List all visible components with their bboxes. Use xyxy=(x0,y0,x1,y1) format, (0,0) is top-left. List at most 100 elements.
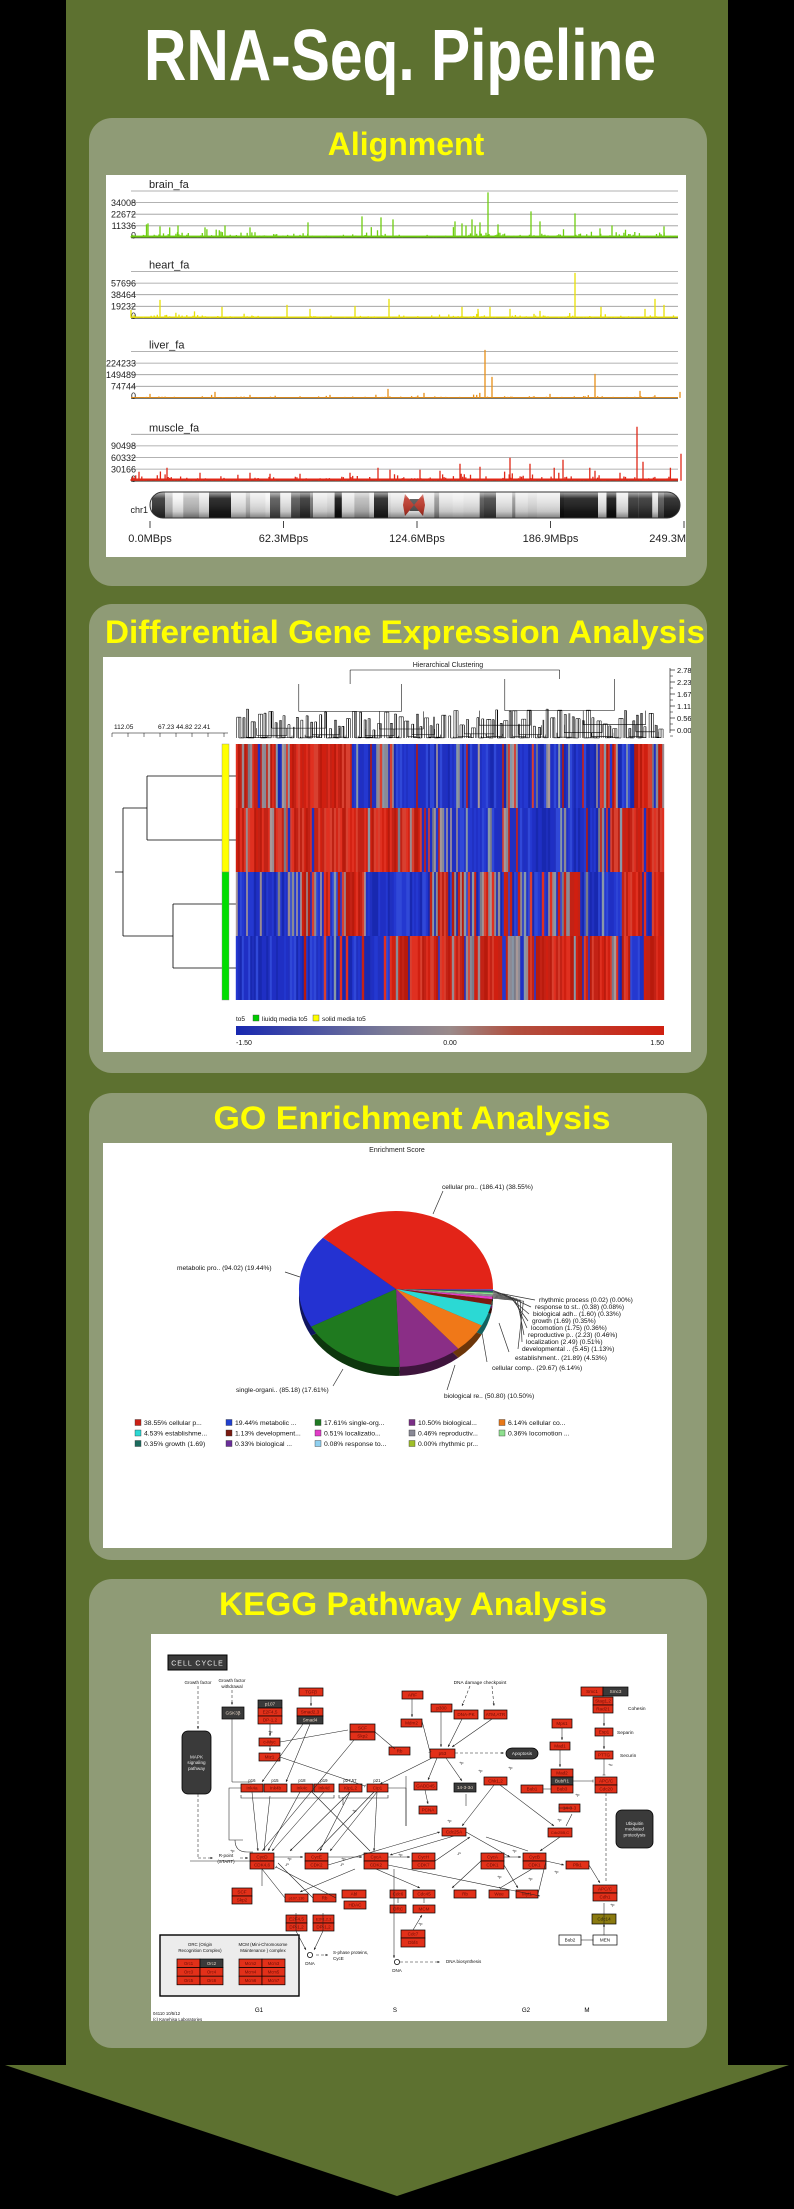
svg-text:Mcm2: Mcm2 xyxy=(245,1961,257,1966)
svg-text:Ink4c: Ink4c xyxy=(297,1786,309,1791)
svg-text:+p: +p xyxy=(398,1852,402,1857)
svg-text:14-3-3σ: 14-3-3σ xyxy=(457,1785,473,1790)
svg-text:developmental .. (5.45) (1.13: developmental .. (5.45) (1.13%) xyxy=(522,1346,614,1353)
svg-text:34008: 34008 xyxy=(111,198,136,208)
svg-text:Cdc6: Cdc6 xyxy=(393,1892,404,1897)
svg-text:growth (1.69) (0.35%): growth (1.69) (0.35%) xyxy=(532,1318,596,1325)
svg-text:MEN: MEN xyxy=(600,1938,610,1943)
svg-text:Growth factor: Growth factor xyxy=(218,1678,246,1683)
svg-text:+p: +p xyxy=(341,1856,345,1861)
svg-text:DP-1,2: DP-1,2 xyxy=(316,1925,331,1930)
svg-text:6.14% cellular co...: 6.14% cellular co... xyxy=(508,1420,566,1427)
svg-text:CycA: CycA xyxy=(487,1855,499,1860)
svg-text:E2F1,2,3: E2F1,2,3 xyxy=(316,1918,331,1922)
svg-text:Mcm6: Mcm6 xyxy=(245,1978,257,1983)
svg-text:10.50% biological...: 10.50% biological... xyxy=(418,1420,477,1427)
svg-text:Hierarchical Clustering: Hierarchical Clustering xyxy=(413,662,484,669)
svg-text:RNA-Seq. Pipeline: RNA-Seq. Pipeline xyxy=(144,16,656,96)
svg-text:Orc1: Orc1 xyxy=(184,1961,194,1966)
svg-text:186.9MBps: 186.9MBps xyxy=(523,533,579,545)
svg-text:Rb: Rb xyxy=(397,1749,403,1754)
svg-text:Skp2: Skp2 xyxy=(237,1898,248,1903)
svg-text:Orc5: Orc5 xyxy=(184,1978,194,1983)
svg-text:liver_fa: liver_fa xyxy=(149,340,185,352)
svg-text:60332: 60332 xyxy=(111,453,136,463)
svg-text:0.46% reproductiv...: 0.46% reproductiv... xyxy=(418,1431,478,1438)
svg-text:Separin: Separin xyxy=(617,1730,634,1736)
svg-text:p19: p19 xyxy=(320,1778,328,1783)
svg-text:62.3MBps: 62.3MBps xyxy=(259,533,309,545)
svg-text:Wee: Wee xyxy=(494,1892,504,1897)
svg-text:DNA: DNA xyxy=(305,1961,315,1966)
svg-text:0.08% response to...: 0.08% response to... xyxy=(324,1441,386,1448)
svg-text:Ink4a: Ink4a xyxy=(246,1786,258,1791)
svg-text:CycA: CycA xyxy=(371,1855,383,1860)
svg-text:2.78: 2.78 xyxy=(677,666,692,675)
svg-text:Ink4b: Ink4b xyxy=(270,1786,282,1791)
svg-text:CycE: CycE xyxy=(333,1956,344,1961)
svg-text:Cohesin: Cohesin xyxy=(628,1706,646,1712)
svg-text:Myt1: Myt1 xyxy=(522,1892,532,1897)
svg-text:74744: 74744 xyxy=(111,382,136,392)
svg-text:0.51% localizatio...: 0.51% localizatio... xyxy=(324,1431,381,1438)
svg-text:Miz1: Miz1 xyxy=(265,1755,275,1760)
svg-text:establishment.. (21.89) (4.53: establishment.. (21.89) (4.53%) xyxy=(515,1355,607,1362)
svg-text:to5: to5 xyxy=(236,1016,245,1023)
svg-text:ORC (Origin: ORC (Origin xyxy=(188,1942,213,1947)
svg-text:Ink4d: Ink4d xyxy=(318,1786,330,1791)
svg-text:249.3M: 249.3M xyxy=(649,533,686,545)
svg-text:Mps1: Mps1 xyxy=(556,1721,568,1726)
svg-text:Skp2: Skp2 xyxy=(357,1734,368,1739)
svg-text:ORC: ORC xyxy=(393,1907,404,1912)
svg-text:SCF: SCF xyxy=(237,1890,246,1895)
svg-text:Cip1: Cip1 xyxy=(373,1786,383,1791)
svg-text:cellular pro.. (186.41) (38.5: cellular pro.. (186.41) (38.55%) xyxy=(442,1184,533,1191)
svg-text:mediated: mediated xyxy=(625,1827,644,1832)
svg-text:Mcm7: Mcm7 xyxy=(268,1978,280,1983)
svg-text:CDK2: CDK2 xyxy=(370,1863,383,1868)
svg-text:Smad4: Smad4 xyxy=(303,1718,318,1723)
svg-text:+p: +p xyxy=(268,1729,272,1734)
svg-text:1.67: 1.67 xyxy=(677,690,692,699)
svg-text:KEGG Pathway Analysis: KEGG Pathway Analysis xyxy=(219,1586,607,1622)
svg-text:MCM: MCM xyxy=(419,1907,430,1912)
svg-text:ATM,ATR: ATM,ATR xyxy=(486,1712,506,1717)
svg-text:11336: 11336 xyxy=(112,221,136,231)
svg-text:0.56: 0.56 xyxy=(677,714,692,723)
svg-text:0.35% growth (1.69): 0.35% growth (1.69) xyxy=(144,1441,205,1448)
svg-text:19232: 19232 xyxy=(111,302,136,312)
svg-text:TGFβ: TGFβ xyxy=(305,1690,317,1695)
svg-text:Cdc25A: Cdc25A xyxy=(446,1830,463,1835)
svg-text:Recognition Complex): Recognition Complex) xyxy=(178,1948,222,1953)
svg-text:Cdc45: Cdc45 xyxy=(417,1892,431,1897)
svg-text:Mcm4: Mcm4 xyxy=(245,1970,257,1975)
svg-text:-1.50: -1.50 xyxy=(236,1040,252,1047)
svg-text:G2: G2 xyxy=(522,2007,531,2014)
svg-text:+p: +p xyxy=(352,1808,356,1813)
svg-text:Mcm5: Mcm5 xyxy=(268,1970,280,1975)
svg-text:30166: 30166 xyxy=(111,464,136,474)
svg-text:MCM (Mini-Chromosome: MCM (Mini-Chromosome xyxy=(238,1942,288,1947)
svg-text:p53: p53 xyxy=(439,1751,447,1756)
svg-text:+p: +p xyxy=(230,1848,234,1853)
svg-text:+p: +p xyxy=(528,1876,532,1881)
svg-text:single-organi.. (85.18) (17.6: single-organi.. (85.18) (17.61%) xyxy=(236,1387,329,1394)
svg-text:Alignment: Alignment xyxy=(328,126,485,162)
svg-text:+p: +p xyxy=(478,1768,482,1773)
svg-text:67.23 44.82 22.41: 67.23 44.82 22.41 xyxy=(158,724,211,731)
svg-text:CycB: CycB xyxy=(529,1855,540,1860)
svg-text:muscle_fa: muscle_fa xyxy=(149,422,200,434)
svg-text:CDK1: CDK1 xyxy=(528,1863,541,1868)
svg-text:+p: +p xyxy=(447,1818,451,1823)
svg-text:Ubiquitin: Ubiquitin xyxy=(626,1821,644,1826)
svg-text:+p: +p xyxy=(512,1848,516,1853)
svg-text:57696: 57696 xyxy=(111,278,136,288)
svg-text:19.44% metabolic ...: 19.44% metabolic ... xyxy=(235,1420,297,1427)
svg-text:Cdc7: Cdc7 xyxy=(408,1932,419,1937)
svg-text:chr1: chr1 xyxy=(130,505,148,515)
svg-text:CycE: CycE xyxy=(311,1855,322,1860)
svg-text:Bub3: Bub3 xyxy=(557,1787,568,1792)
svg-text:reproductive p.. (2.23) (0.46: reproductive p.. (2.23) (0.46%) xyxy=(528,1332,617,1339)
svg-text:E2F4,5: E2F4,5 xyxy=(263,1710,278,1715)
svg-text:2.23: 2.23 xyxy=(677,678,692,687)
